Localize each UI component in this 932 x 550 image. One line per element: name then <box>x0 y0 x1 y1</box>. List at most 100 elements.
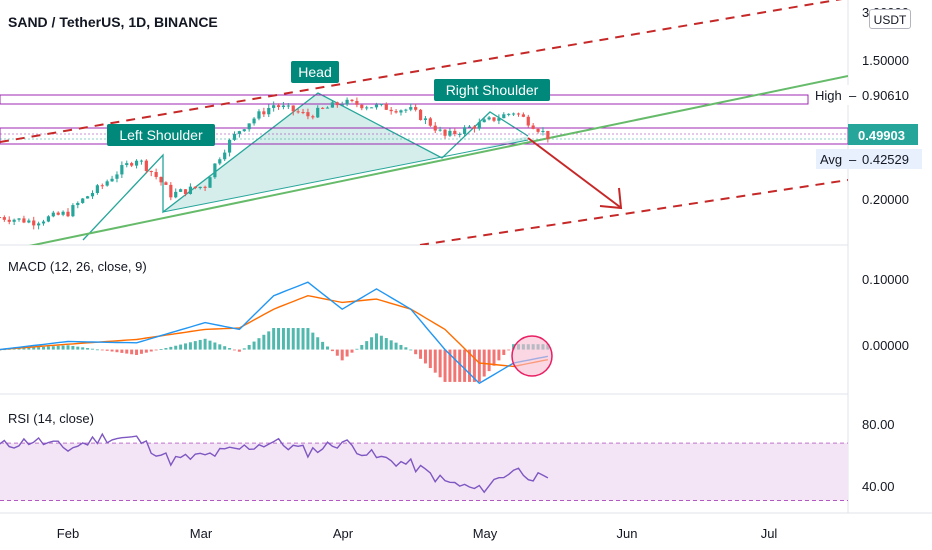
macd-histogram-bar <box>184 343 188 350</box>
macd-histogram-bar <box>12 348 16 350</box>
macd-histogram-bar <box>497 349 501 361</box>
macd-histogram-bar <box>330 349 334 352</box>
left-shoulder-badge[interactable]: Left Shoulder <box>107 124 215 146</box>
candle-body <box>541 130 545 132</box>
candle-body <box>125 163 129 166</box>
right-shoulder-badge[interactable]: Right Shoulder <box>434 79 550 101</box>
macd-histogram-bar <box>468 349 472 382</box>
candle-body <box>193 186 197 189</box>
macd-histogram-bar <box>66 345 70 350</box>
candle-body <box>536 128 540 132</box>
macd-histogram-bar <box>208 340 212 350</box>
candle-body <box>414 107 418 110</box>
rsi-pane[interactable] <box>0 432 848 501</box>
candle-body <box>237 131 241 134</box>
candle-body <box>169 184 173 198</box>
macd-histogram-bar <box>443 349 447 382</box>
x-tick-may: May <box>473 526 498 541</box>
macd-histogram-bar <box>105 349 109 351</box>
candle-body <box>526 116 530 126</box>
candle-body <box>546 130 550 140</box>
candle-body <box>350 99 354 101</box>
candle-body <box>335 102 339 106</box>
macd-pane[interactable] <box>0 281 553 385</box>
macd-histogram-bar <box>311 332 315 350</box>
macd-histogram-bar <box>335 349 339 356</box>
macd-histogram-bar <box>267 331 271 350</box>
candle-body <box>467 126 472 128</box>
macd-histogram-bar <box>27 347 31 350</box>
pattern-fill <box>163 93 528 212</box>
candle-body <box>41 221 46 224</box>
head-badge[interactable]: Head <box>291 61 339 83</box>
macd-histogram-bar <box>61 345 65 350</box>
candle-body <box>433 125 437 131</box>
macd-histogram-bar <box>423 349 427 364</box>
candle-body <box>428 118 432 126</box>
macd-histogram-bar <box>272 328 276 350</box>
high-level-value: 0.90610 <box>862 88 909 103</box>
candle-body <box>232 133 237 140</box>
candle-body <box>159 176 163 183</box>
candle-body <box>389 109 393 112</box>
macd-histogram-bar <box>414 349 418 355</box>
candle-body <box>100 185 104 187</box>
candle-body <box>502 114 506 119</box>
candle-body <box>409 107 413 110</box>
macd-histogram-bar <box>144 349 148 353</box>
rsi-title: RSI (14, close) <box>8 411 94 426</box>
right-shoulder-label: Right Shoulder <box>446 82 539 98</box>
candle-body <box>252 118 256 124</box>
candle-body <box>17 218 21 220</box>
candle-body <box>27 220 31 223</box>
macd-histogram-bar <box>188 342 192 350</box>
macd-histogram-bar <box>370 337 374 350</box>
price-pane[interactable] <box>0 0 848 252</box>
candle-body <box>179 189 183 192</box>
macd-histogram-bar <box>365 341 369 350</box>
x-tick-apr: Apr <box>333 526 354 541</box>
macd-histogram-bar <box>507 349 511 351</box>
candle-body <box>423 118 428 121</box>
macd-histogram-bar <box>203 338 207 350</box>
price-tick-1: 1.50000 <box>862 53 909 68</box>
macd-histogram-bar <box>174 345 178 350</box>
candle-body <box>286 105 290 107</box>
candle-body <box>438 129 442 131</box>
macd-histogram-bar <box>306 328 310 350</box>
currency-badge[interactable]: USDT <box>869 9 911 29</box>
candle-body <box>365 107 369 109</box>
candle-body <box>51 212 55 217</box>
candle-body <box>85 196 90 199</box>
candle-body <box>139 160 144 162</box>
candle-body <box>223 152 227 160</box>
candle-body <box>22 218 26 223</box>
macd-histogram-bar <box>458 349 462 382</box>
candle-body <box>311 116 315 118</box>
macd-title: MACD (12, 26, close, 9) <box>8 259 147 274</box>
x-tick-jul: Jul <box>761 526 778 541</box>
macd-histogram-bar <box>100 349 104 351</box>
macd-histogram-bar <box>51 346 55 350</box>
macd-histogram-bar <box>130 349 134 355</box>
macd-histogram-bar <box>46 346 50 350</box>
projection-arrow-line <box>527 137 621 208</box>
macd-histogram-bar <box>125 349 129 354</box>
candle-body <box>345 99 349 105</box>
highlight-circle <box>511 335 553 377</box>
pattern-outline <box>82 92 529 241</box>
macd-histogram-bar <box>120 349 124 353</box>
candle-body <box>384 103 388 110</box>
candle-body <box>247 123 251 130</box>
symbol-title: SAND / TetherUS, 1D, BINANCE <box>8 14 218 30</box>
macd-histogram-bar <box>42 346 46 350</box>
macd-histogram-bar <box>340 349 344 361</box>
candle-body <box>477 122 481 129</box>
candle-body <box>448 130 452 136</box>
candle-body <box>149 170 153 173</box>
candle-body <box>90 192 95 197</box>
macd-histogram-bar <box>198 339 202 350</box>
candle-body <box>203 186 207 188</box>
candle-body <box>399 110 403 113</box>
